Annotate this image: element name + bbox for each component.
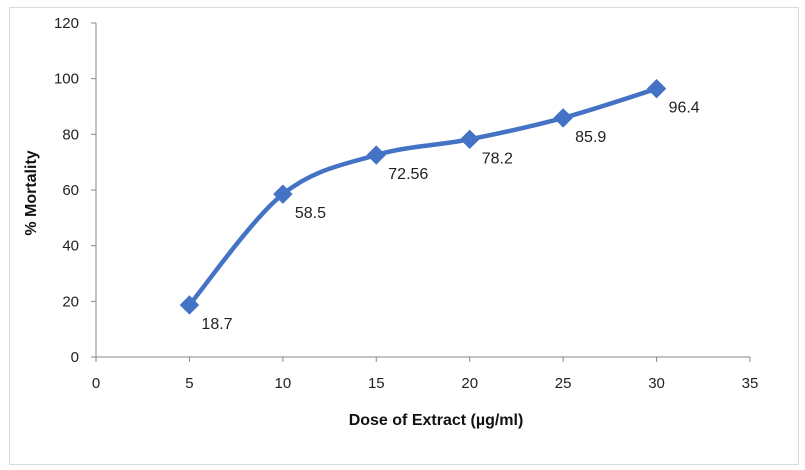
x-tick-label: 35	[742, 375, 759, 392]
data-label: 78.2	[482, 150, 513, 167]
x-tick-label: 10	[275, 375, 292, 392]
data-point-marker	[646, 78, 667, 99]
series-line	[187, 86, 659, 308]
y-tick-label: 100	[54, 71, 79, 88]
series-group: 18.7 58.5 72.56 78.2 85.9 96.4	[179, 78, 700, 333]
y-tick-label: 80	[62, 126, 79, 143]
x-tick-label: 5	[185, 375, 193, 392]
data-label: 58.5	[295, 205, 326, 222]
data-label: 85.9	[575, 129, 606, 146]
x-tick-label: 15	[368, 375, 385, 392]
y-tick-label: 120	[54, 15, 79, 32]
data-label: 72.56	[388, 166, 428, 183]
y-tick-label: 20	[62, 293, 79, 310]
data-point-marker	[179, 295, 200, 315]
x-ticks: 0 5 10 15 20 25 30 35	[92, 357, 759, 392]
x-axis-title: Dose of Extract (µg/ml)	[349, 412, 524, 429]
x-tick-label: 30	[648, 375, 665, 392]
data-label: 96.4	[669, 100, 700, 117]
y-axis-title: % Mortality	[23, 150, 40, 235]
y-tick-label: 0	[71, 349, 79, 366]
data-label: 18.7	[201, 316, 232, 333]
y-ticks: 0 20 40 60 80 100 120	[54, 15, 96, 366]
x-tick-label: 20	[461, 375, 478, 392]
x-tick-label: 0	[92, 375, 100, 392]
data-point-marker	[366, 145, 386, 165]
data-point-marker	[460, 129, 480, 150]
chart-frame	[9, 7, 799, 465]
data-point-marker	[273, 184, 293, 204]
y-tick-label: 40	[62, 238, 79, 255]
data-point-marker	[553, 108, 573, 128]
x-tick-label: 25	[555, 375, 572, 392]
y-tick-label: 60	[62, 182, 79, 199]
